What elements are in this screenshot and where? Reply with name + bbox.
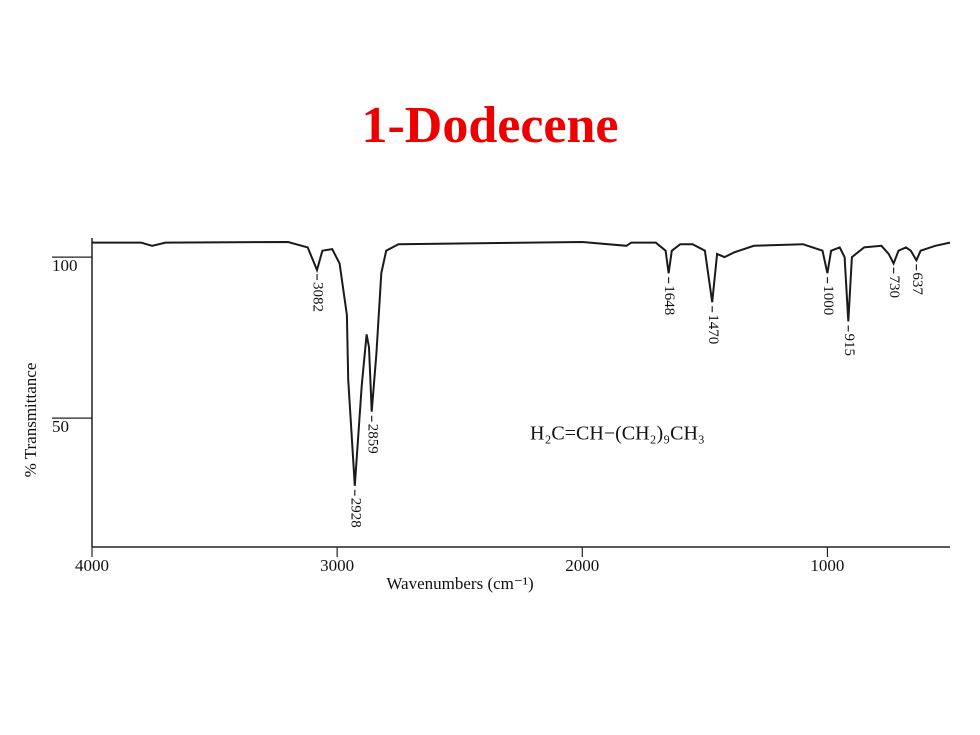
spectrum-line — [92, 240, 951, 486]
x-tick-label: 1000 — [810, 556, 844, 575]
x-axis-label: Wavenumbers (cm⁻¹) — [386, 574, 533, 593]
formula: H₂C=CH−(CH₂)₉CH₃ — [530, 423, 705, 445]
y-axis-label: % Transmittance — [21, 363, 40, 478]
peak-label: 915 — [841, 334, 857, 357]
y-tick-label: 100 — [52, 256, 78, 275]
peak-label: 1000 — [820, 285, 836, 315]
x-tick-label: 4000 — [75, 556, 109, 575]
peak-label: 2859 — [364, 424, 380, 454]
x-tick-label: 3000 — [320, 556, 354, 575]
peak-label: 1470 — [705, 314, 721, 344]
x-tick-label: 2000 — [565, 556, 599, 575]
peak-label: 1648 — [661, 285, 677, 315]
peak-label: 637 — [909, 272, 925, 295]
peak-label: 730 — [886, 276, 902, 299]
chart-title: 1-Dodecene — [361, 97, 618, 154]
peak-label: 2928 — [347, 498, 363, 528]
peak-label: 3082 — [310, 282, 326, 312]
y-tick-label: 50 — [52, 417, 69, 436]
